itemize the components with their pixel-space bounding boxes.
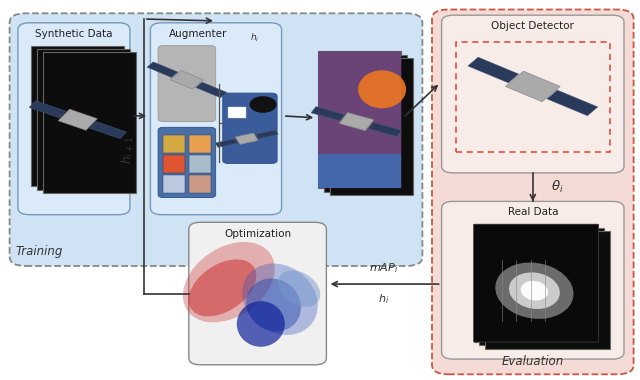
FancyBboxPatch shape [31,46,124,186]
FancyBboxPatch shape [150,23,282,215]
FancyBboxPatch shape [468,57,518,83]
Ellipse shape [278,270,320,307]
FancyBboxPatch shape [37,49,130,190]
Ellipse shape [495,263,573,319]
FancyBboxPatch shape [432,10,634,374]
Text: Object Detector: Object Detector [492,21,574,31]
Text: Optimization: Optimization [224,229,291,239]
FancyBboxPatch shape [158,46,216,122]
FancyBboxPatch shape [18,23,130,215]
FancyBboxPatch shape [58,109,97,130]
FancyBboxPatch shape [255,130,278,139]
FancyBboxPatch shape [189,222,326,365]
FancyBboxPatch shape [474,224,598,342]
FancyBboxPatch shape [43,52,136,193]
Text: $h_{i+1}$: $h_{i+1}$ [120,137,136,165]
Ellipse shape [183,242,275,322]
Ellipse shape [358,70,406,108]
FancyBboxPatch shape [163,155,185,173]
FancyBboxPatch shape [196,82,227,98]
FancyBboxPatch shape [228,107,246,118]
Text: Augmenter: Augmenter [169,29,228,39]
FancyBboxPatch shape [158,127,216,198]
Text: Evaluation: Evaluation [502,355,564,368]
Ellipse shape [243,263,317,335]
FancyBboxPatch shape [147,62,178,78]
FancyBboxPatch shape [170,71,204,89]
FancyBboxPatch shape [318,154,401,188]
FancyBboxPatch shape [442,15,624,173]
Text: Real Data: Real Data [508,207,558,217]
FancyBboxPatch shape [479,228,604,345]
FancyBboxPatch shape [324,55,407,192]
FancyBboxPatch shape [189,175,211,193]
FancyBboxPatch shape [318,51,401,188]
Circle shape [250,97,276,112]
Text: $h_i$: $h_i$ [378,293,390,306]
FancyBboxPatch shape [163,135,185,153]
FancyBboxPatch shape [330,58,413,195]
FancyBboxPatch shape [189,135,211,153]
FancyBboxPatch shape [311,107,345,121]
FancyBboxPatch shape [442,201,624,359]
Ellipse shape [246,279,301,331]
Ellipse shape [521,281,548,301]
FancyBboxPatch shape [318,51,401,188]
Text: $h_i$: $h_i$ [250,31,259,44]
FancyBboxPatch shape [223,93,277,163]
FancyBboxPatch shape [506,71,560,102]
Text: $mAP_i$: $mAP_i$ [369,261,399,274]
FancyBboxPatch shape [163,175,185,193]
FancyBboxPatch shape [339,112,374,131]
FancyBboxPatch shape [474,224,598,342]
Text: Training: Training [16,245,63,258]
FancyBboxPatch shape [368,122,402,136]
Ellipse shape [509,272,560,309]
FancyBboxPatch shape [29,101,66,118]
Text: Synthetic Data: Synthetic Data [35,29,113,39]
FancyBboxPatch shape [485,231,610,349]
Ellipse shape [237,301,285,347]
FancyBboxPatch shape [547,90,598,116]
FancyBboxPatch shape [90,122,127,139]
FancyBboxPatch shape [10,13,422,266]
FancyBboxPatch shape [236,133,258,144]
FancyBboxPatch shape [189,155,211,173]
FancyBboxPatch shape [215,139,238,147]
Ellipse shape [189,260,256,316]
Text: $\theta_i$: $\theta_i$ [550,179,563,195]
